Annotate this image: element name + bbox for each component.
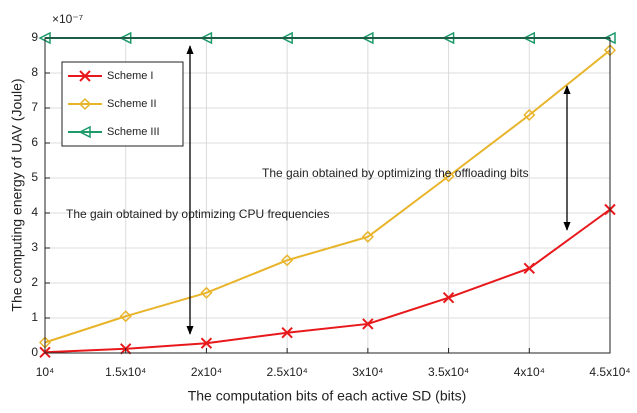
y-axis-label: The computing energy of UAV (Joule) — [9, 78, 25, 311]
marker — [78, 97, 92, 111]
marker — [200, 337, 213, 349]
x-tick-label: 2x10⁴ — [191, 365, 222, 379]
marker — [79, 70, 91, 82]
marker — [362, 318, 374, 330]
x-tick-label: 2.5x10⁴ — [267, 365, 308, 379]
series-line — [44, 208, 611, 354]
x-tick-label: 1.5x10⁴ — [105, 365, 146, 379]
marker — [281, 326, 293, 339]
marker — [78, 125, 91, 139]
x-tick-label: 4.5x10⁴ — [589, 365, 630, 379]
series-line — [44, 49, 611, 344]
y-tick-label: 5 — [31, 170, 38, 184]
marker — [523, 108, 536, 122]
y-tick-label: 7 — [31, 100, 38, 114]
x-tick-label: 3x10⁴ — [352, 365, 383, 379]
annotation: The gain obtained by optimizing the offl… — [262, 166, 529, 180]
x-axis-label: The computation bits of each active SD (… — [188, 388, 467, 404]
legend-label: Scheme II — [107, 98, 157, 110]
marker — [442, 170, 455, 183]
legend-label: Scheme I — [107, 70, 153, 82]
y-tick-label: 4 — [31, 205, 38, 219]
plot-frame — [44, 37, 611, 354]
x-tick-label: 3.5x10⁴ — [428, 365, 469, 379]
y-multiplier: ×10⁻⁷ — [52, 12, 83, 26]
marker — [200, 286, 213, 299]
legend-label: Scheme III — [107, 126, 160, 138]
marker — [281, 254, 294, 267]
marker — [361, 230, 374, 243]
y-tick-label: 1 — [31, 310, 38, 324]
y-tick-label: 2 — [31, 275, 38, 289]
annotation: The gain obtained by optimizing CPU freq… — [66, 207, 329, 221]
y-tick-label: 3 — [31, 240, 38, 254]
marker — [119, 310, 132, 323]
x-tick-label: 4x10⁴ — [514, 365, 545, 379]
y-tick-label: 8 — [31, 65, 38, 79]
x-tick-label: 10⁴ — [36, 365, 55, 379]
y-tick-label: 9 — [31, 30, 38, 44]
y-tick-label: 6 — [31, 135, 38, 149]
marker — [442, 291, 455, 304]
marker — [523, 262, 535, 275]
y-tick-label: 0 — [31, 345, 38, 359]
